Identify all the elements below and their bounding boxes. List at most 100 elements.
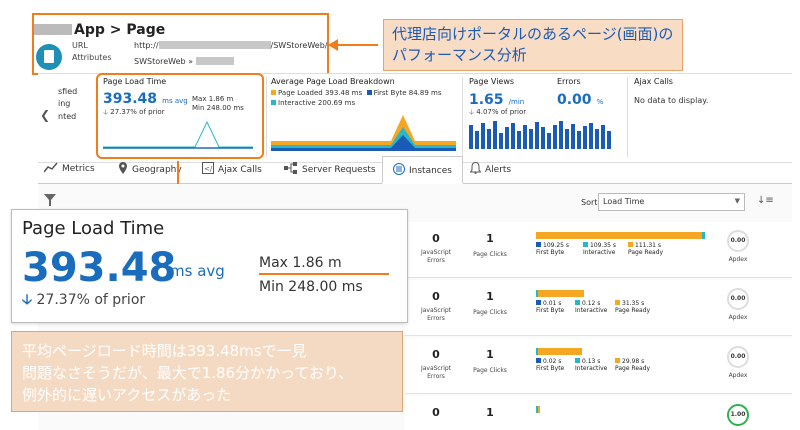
url-value: http:// /SWStoreWeb/ [134,41,327,50]
tile-delta-text: 27.37% of prior [110,108,165,116]
tile-average-breakdown[interactable]: Average Page Load Breakdown Page Loaded … [271,77,459,157]
first-byte-label: First Byte [536,249,565,256]
tab-geography[interactable]: Geography [118,162,182,175]
no-data-message: No data to display. [634,96,709,105]
zoom-max: Max 1.86 m [259,255,342,271]
sort-label: Sort [581,198,598,207]
tab-label: Geography [132,165,182,175]
sort-select[interactable]: Load Time ▼ [598,193,745,211]
interactive-value: 109.35 s [590,242,617,249]
tile-value-row: 393.48 ms avg [103,88,263,107]
redacted-app-name [34,24,72,35]
label-line: JavaScript [420,365,452,372]
tile-page-load-time[interactable]: Page Load Time 393.48 ms avg Max 1.86 m … [103,77,263,157]
tile-divider [266,77,267,157]
page-ready-segment [536,348,582,355]
tile-title: Ajax Calls [634,77,673,86]
apdex-score: 0.00 [727,346,749,368]
tile-min: Min 248.00 ms [192,104,244,112]
tile-delta: 🡣 27.37% of prior [103,108,263,119]
url-suffix: /SWStoreWeb/ [270,41,328,50]
carousel-prev-icon[interactable]: ❮ [40,108,51,122]
page-document-icon [36,44,62,70]
attributes-value-text: SWStoreWeb » [134,57,194,66]
legend-swatch [271,90,276,95]
label-line: Errors [427,257,445,264]
url-label: URL [72,41,88,50]
metrics-icon [43,162,58,173]
interactive-label: Interactive [583,249,616,256]
tab-bar: Metrics Geography </> Ajax Calls Server R… [38,156,792,184]
first-byte-label: First Byte [536,307,565,314]
tile-unit: ms avg [162,97,188,105]
callout-bottom-line1: 平均ページロード時間は393.48msで一見 [22,342,307,360]
callout-bottom: 平均ページロード時間は393.48msで一見 問題なさそうだが、最大で1.86分… [11,331,403,412]
table-row[interactable]: 0 JavaScript Errors 1 Page Clicks 109.25 … [405,222,792,278]
tab-ajax-calls[interactable]: </> Ajax Calls [202,162,262,175]
connector-line [177,161,179,205]
apdex-score: 1.00 [727,404,749,426]
legend-item: Interactive 200.69 ms [278,99,356,107]
legend-swatch [536,242,541,247]
tile-ajax-calls[interactable]: Ajax Calls No data to display. [634,77,784,157]
table-row[interactable]: 0 1 1.00 [405,396,792,430]
tile-max: Max 1.86 m [192,95,234,103]
tab-alerts[interactable]: Alerts [469,161,512,175]
tab-label: Ajax Calls [218,165,262,175]
tab-instances[interactable]: Instances [382,156,463,184]
legend-item: First Byte 84.89 ms [373,89,442,97]
bell-icon [469,161,482,174]
js-errors-value: 0 [432,406,440,419]
header-highlight-frame [32,13,329,75]
sort-direction-icon[interactable]: ↓≡ [757,195,774,206]
first-byte-value: 0.01 s [543,300,562,307]
tile-page-views[interactable]: Page Views 1.65 /min 🡣 4.07% of prior [469,77,611,157]
redacted-host [158,41,271,49]
tab-label: Instances [409,166,452,176]
legend-swatch [615,358,620,363]
legend-swatch [536,300,541,305]
page-clicks-label: Page Clicks [473,367,507,374]
tile-title: Average Page Load Breakdown [271,77,395,86]
page-load-sparkline [103,120,253,149]
interactive-segment [536,406,538,413]
label-line: JavaScript [420,307,452,314]
page-clicks-label: Page Clicks [473,309,507,316]
tab-label: Metrics [62,164,95,174]
attributes-value: SWStoreWeb » [134,57,234,66]
tab-metrics[interactable]: Metrics [43,162,95,174]
apdex-score: 0.00 [727,230,749,252]
zoom-value: 393.48 [22,245,177,291]
tile-fragment-line: nted [58,112,77,121]
timing-bar [536,290,708,297]
js-errors-value: 0 [432,348,440,361]
label-line: Errors [427,315,445,322]
interactive-value: 0.12 s [582,300,601,307]
chevron-down-icon: ▼ [734,197,740,205]
callout-top-line2: パフォーマンス分析 [392,46,527,64]
page-ready-segment [536,290,584,297]
interactive-legend: 0.13 s Interactive [575,358,607,372]
legend-swatch [271,100,276,105]
sort-value: Load Time [603,197,645,206]
tab-label: Alerts [485,165,512,175]
zoom-min: Min 248.00 ms [259,279,363,295]
map-pin-icon [119,162,127,174]
page-load-highlight-frame [96,73,264,159]
tile-divider [627,77,628,157]
tile-fragment-line: sfied [58,87,78,96]
tile-delta: 🡣 4.07% of prior [469,108,549,119]
js-errors-value: 0 [432,232,440,245]
page-ready-label: Page Ready [615,307,651,314]
tab-server-requests[interactable]: Server Requests [284,162,376,175]
page-ready-segment [536,232,704,239]
filter-icon[interactable] [44,194,56,206]
callout-bottom-line2: 問題なさそうだが、最大で1.86分かかっており、 [22,364,354,382]
page-ready-label: Page Ready [628,249,664,256]
legend-swatch [583,242,588,247]
tile-unit: /min [508,98,525,106]
tile-errors[interactable]: Errors 0.00 % [557,77,617,157]
page-load-time-zoom: Page Load Time 393.48 ms avg 🡣 27.37% of… [11,209,408,323]
